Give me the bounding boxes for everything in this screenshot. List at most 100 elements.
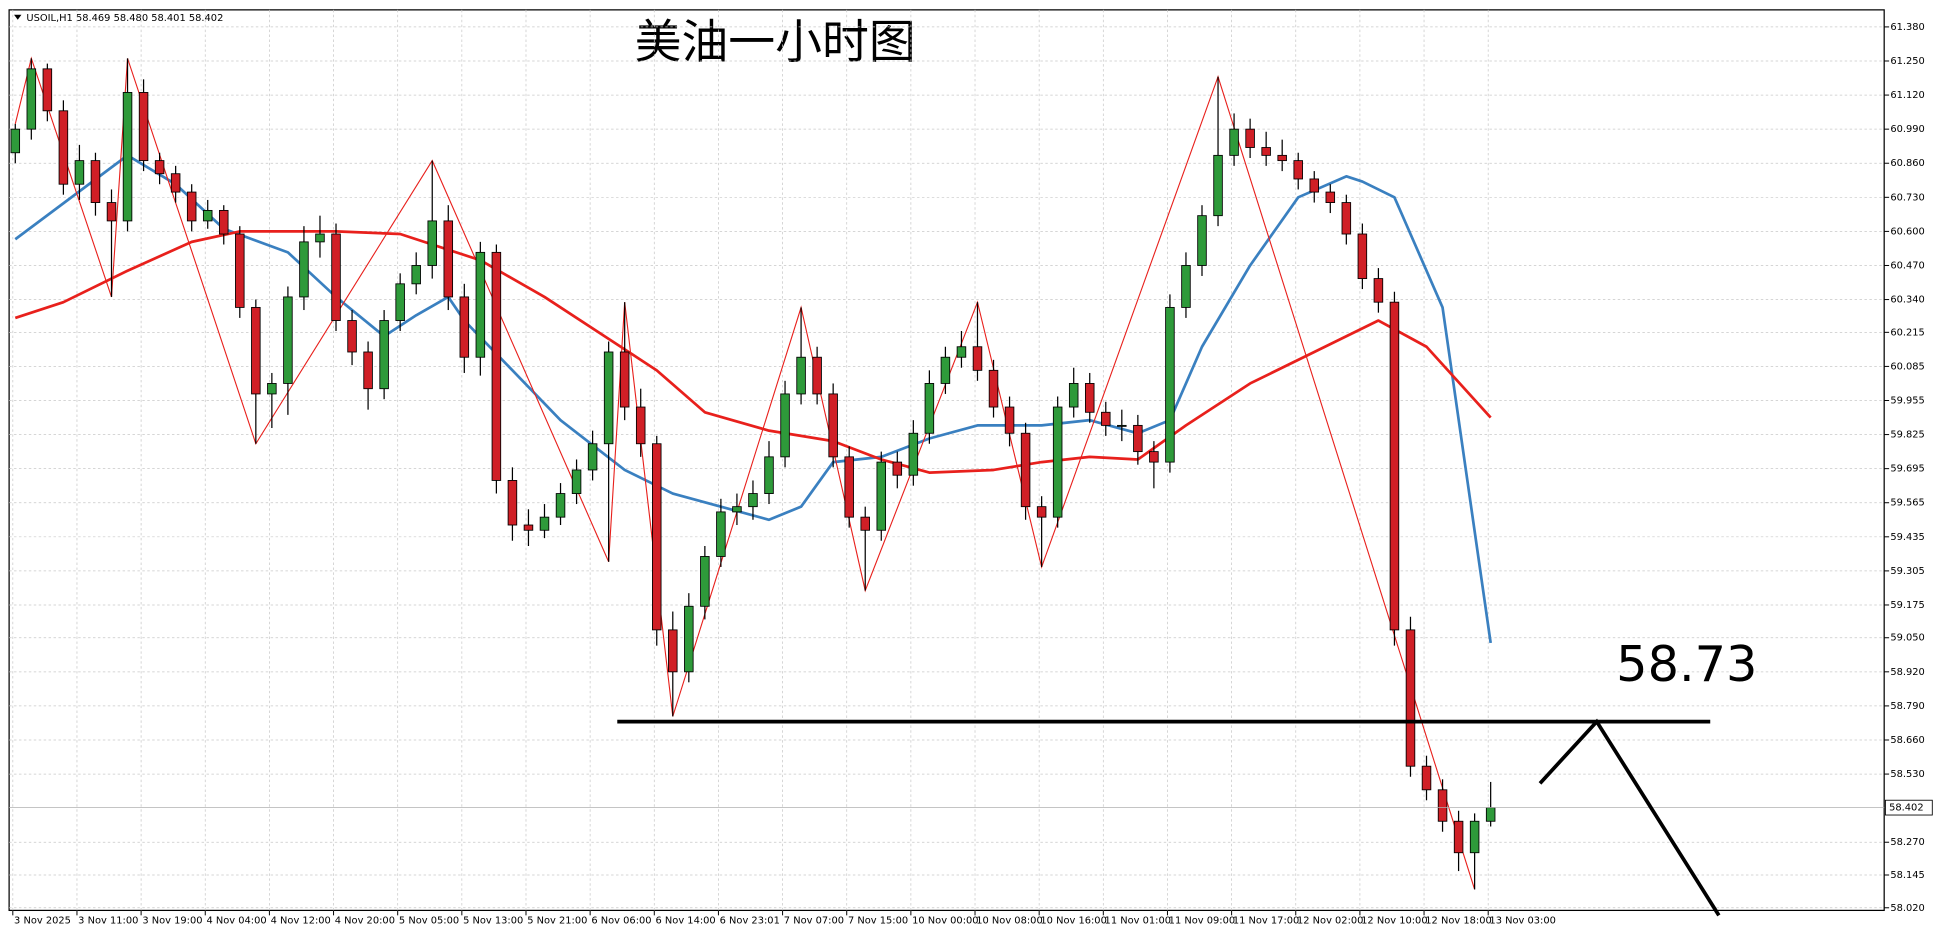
candle-body [186, 191, 197, 222]
candle-body [1117, 424, 1127, 427]
candle-body [507, 480, 518, 526]
candle-body [42, 68, 53, 112]
y-tick-label: 60.600 [1890, 226, 1925, 237]
candle-body [956, 346, 967, 358]
y-tick-label: 59.435 [1890, 532, 1925, 543]
candle-body [1277, 154, 1287, 162]
y-tick-label: 58.020 [1890, 903, 1925, 914]
candle-body [347, 320, 357, 353]
candle-body [1068, 383, 1079, 408]
projection-arrow [1538, 718, 1721, 917]
menu-triangle [14, 14, 22, 20]
x-tick-label: 11 Nov 17:00 [1233, 915, 1299, 926]
candle-body [58, 110, 69, 185]
candle-body [1453, 820, 1464, 854]
x-tick-label: 4 Nov 12:00 [271, 915, 331, 926]
candle-body [459, 296, 470, 358]
candle-body [716, 511, 726, 557]
candle-body [267, 383, 277, 395]
y-tick-label: 60.730 [1890, 192, 1925, 203]
candle-body [780, 393, 790, 458]
candle-body [235, 233, 245, 308]
candle-body [908, 432, 919, 476]
candle-body [1357, 233, 1368, 280]
candle-body [1389, 301, 1400, 631]
y-tick-label: 59.305 [1890, 566, 1925, 577]
candle-body [571, 469, 582, 494]
candle-body [251, 306, 261, 395]
x-tick-label: 6 Nov 06:00 [591, 915, 651, 926]
candle-body [411, 265, 421, 285]
y-tick-label: 60.215 [1890, 327, 1925, 338]
candle-body [684, 605, 694, 673]
candle-body [844, 456, 854, 518]
x-tick-label: 10 Nov 16:00 [1040, 915, 1106, 926]
x-tick-label: 11 Nov 09:00 [1169, 915, 1235, 926]
candle-body [475, 251, 486, 358]
candle-body [1341, 202, 1352, 235]
candle-body [122, 92, 133, 222]
candle-body [10, 128, 21, 154]
y-tick-label: 58.790 [1890, 701, 1925, 712]
candle-body [764, 456, 774, 494]
x-tick-label: 6 Nov 14:00 [656, 915, 716, 926]
candle-body [331, 233, 341, 321]
y-tick-label: 59.695 [1890, 464, 1925, 475]
y-tick-label: 60.470 [1890, 260, 1925, 271]
candle-body [1469, 820, 1480, 854]
chart-title: 美油一小时图 [635, 15, 916, 70]
y-tick-label: 60.860 [1890, 158, 1925, 169]
candle-body [26, 68, 37, 130]
y-tick-label: 58.660 [1890, 735, 1925, 746]
y-tick-label: 58.145 [1890, 870, 1925, 881]
candle-body [539, 516, 550, 531]
y-tick-label: 60.340 [1890, 295, 1925, 306]
x-tick-label: 10 Nov 00:00 [912, 915, 978, 926]
candle-body [363, 351, 373, 390]
x-tick-label: 3 Nov 11:00 [78, 915, 138, 926]
candle-body [1101, 411, 1111, 426]
x-tick-label: 10 Nov 08:00 [976, 915, 1042, 926]
y-tick-label: 58.530 [1890, 769, 1925, 780]
header: USOIL,H1 58.469 58.480 58.401 58.402 [26, 13, 223, 24]
candle-body [1165, 306, 1175, 463]
candle-body [700, 556, 710, 607]
candle-body [587, 443, 598, 471]
candle-body [635, 406, 646, 445]
candle-body [90, 160, 101, 203]
x-tick-label: 5 Nov 13:00 [463, 915, 523, 926]
price-tag [1884, 799, 1933, 816]
candle-body [1197, 215, 1207, 266]
y-tick-label: 59.565 [1890, 498, 1925, 509]
candle-body [1084, 383, 1095, 413]
y-tick-label: 60.085 [1890, 361, 1925, 372]
x-tick-label: 12 Nov 10:00 [1361, 915, 1427, 926]
candle-body [1213, 154, 1223, 217]
candle-body [619, 351, 630, 408]
candle-body [1245, 128, 1255, 148]
candle-body [74, 160, 85, 185]
candle-body [106, 202, 117, 222]
x-tick-label: 3 Nov 19:00 [142, 915, 202, 926]
candle-body [154, 160, 165, 175]
candle-body [1309, 178, 1320, 193]
candle-body [427, 220, 437, 266]
x-tick-label: 4 Nov 20:00 [335, 915, 395, 926]
candle-body [138, 92, 149, 162]
y-tick-label: 59.050 [1890, 633, 1925, 644]
candle-body [283, 296, 293, 384]
y-tick-label: 59.955 [1890, 395, 1925, 406]
candle-body [491, 251, 502, 481]
candle-body [1421, 765, 1432, 791]
y-tick-label: 61.250 [1890, 56, 1925, 67]
candle-body [1405, 629, 1416, 767]
candle-body [1229, 128, 1239, 156]
candle-body [828, 393, 838, 458]
candle-body [1036, 506, 1047, 518]
x-tick-label: 13 Nov 03:00 [1489, 915, 1555, 926]
candle-body [972, 346, 983, 371]
x-tick-label: 3 Nov 2025 [14, 915, 71, 926]
candle-body [443, 220, 454, 298]
candle-body [748, 493, 758, 508]
